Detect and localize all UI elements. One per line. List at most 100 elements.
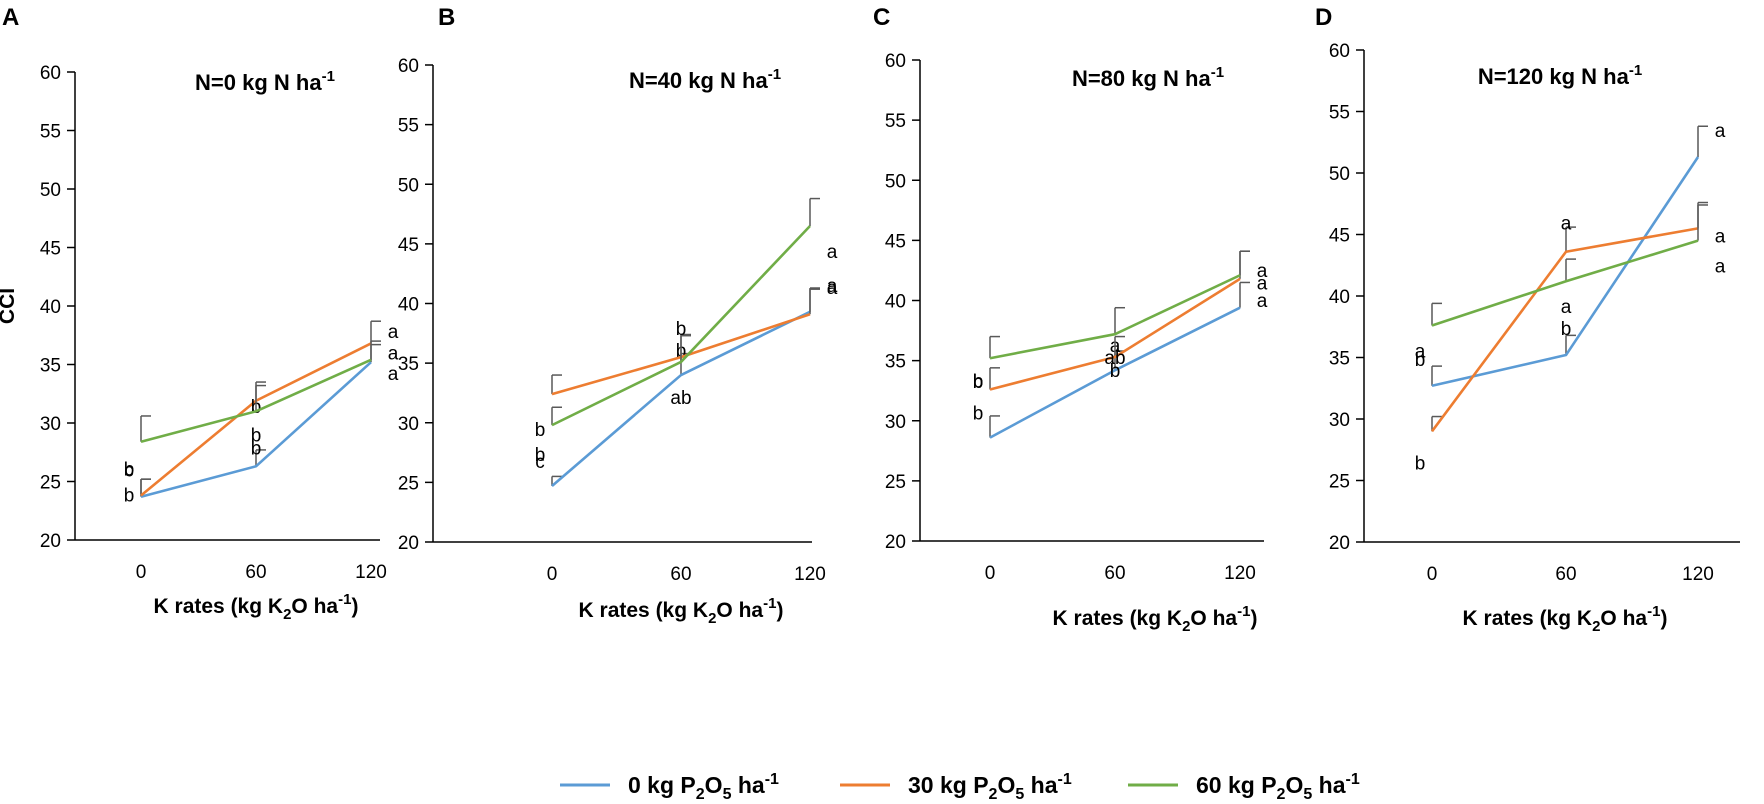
- panel-d-letter-0p-120: a: [1715, 121, 1726, 142]
- panel-c-line-60p: [989, 274, 1241, 360]
- panel-c-errorbar-30p-60: [1114, 335, 1125, 358]
- panel-c-x-label: K rates (kg K2O ha-1): [1053, 603, 1258, 635]
- legend-label-0p: 0 kg P2O5 ha-1: [628, 771, 779, 803]
- panel-d-ytick-55: 55: [1329, 103, 1350, 124]
- panel-a-errorbar-60p-0: [140, 415, 151, 442]
- panel-a: A N=0 kg N ha-1 20 25 30 35 40 45 50 55 60 0 60 120 K …: [0, 4, 399, 623]
- panels: A N=0 kg N ha-1 20 25 30 35 40 45 50 55 60 0 60 120 K …: [0, 4, 1740, 635]
- panel-b-ytick-60: 60: [398, 56, 419, 77]
- panel-d-letter-30p-60: a: [1561, 214, 1572, 235]
- panel-a-errorbar-60p-120: [370, 340, 381, 360]
- legend: 0 kg P2O5 ha-1 30 kg P2O5 ha-1 60 kg P2O…: [560, 771, 1360, 803]
- panel-b-x-label: K rates (kg K2O ha-1): [579, 595, 784, 627]
- panel-b-letter: B: [438, 4, 455, 31]
- panel-d-errorbar-30p-0: [1431, 415, 1442, 432]
- panel-d-letter-30p-0: b: [1415, 453, 1426, 474]
- panel-d-xtick-120: 120: [1682, 564, 1714, 585]
- panel-c-ytick-60: 60: [885, 51, 906, 72]
- panel-a-ytick-25: 25: [40, 473, 61, 494]
- legend-item-30p: 30 kg P2O5 ha-1: [840, 771, 1072, 803]
- panel-b-ytick-55: 55: [398, 116, 419, 137]
- panel-d-errorbar-0p-120: [1697, 125, 1708, 158]
- panel-a-y-label: CCI: [0, 288, 19, 324]
- panel-c-errorbar-60p-0: [989, 335, 1000, 359]
- panel-b-letter-0p-0: c: [535, 452, 545, 473]
- panel-a-letter-30p-0: b: [124, 486, 135, 507]
- panel-a-errorbar-0p-60: [255, 449, 266, 467]
- panel-d-ytick-40: 40: [1329, 287, 1350, 308]
- panel-c-letter-60p-120: a: [1257, 291, 1268, 312]
- panel-d: D N=120 kg N ha-1 20 25 30 35 40 45 50 55 60 0 60 120…: [1315, 4, 1740, 635]
- panel-a-xtick-60: 60: [245, 562, 266, 583]
- panel-a-ytick-20: 20: [40, 531, 61, 552]
- panel-d-letter-0p-60: b: [1561, 319, 1572, 340]
- panel-c-errorbar-0p-0: [989, 415, 1000, 438]
- panel-a-letter-0p-60: b: [251, 438, 262, 459]
- panel-d-errorbar-60p-0: [1431, 302, 1442, 326]
- panel-a-title: N=0 kg N ha-1: [195, 68, 335, 95]
- panel-c-letter-0p-0: b: [973, 404, 984, 425]
- panel-b-errorbar-30p-120: [809, 288, 820, 315]
- panel-d-ytick-20: 20: [1329, 533, 1350, 554]
- panel-d-xtick-60: 60: [1555, 564, 1576, 585]
- panel-c-ytick-55: 55: [885, 111, 906, 132]
- panel-b-ytick-25: 25: [398, 473, 419, 494]
- panel-a-ytick-55: 55: [40, 122, 61, 143]
- panel-b-letter-60p-120: a: [827, 242, 838, 263]
- panel-b-ytick-40: 40: [398, 295, 419, 316]
- panel-c-letter-30p-120: a: [1257, 261, 1268, 282]
- panel-c-errorbar-0p-120: [1239, 281, 1250, 308]
- panel-b-errorbar-0p-120: [809, 287, 820, 312]
- panel-a-errorbar-0p-120: [370, 343, 381, 363]
- panel-c-errorbar-60p-60: [1114, 306, 1125, 335]
- panel-c-ytick-30: 30: [885, 412, 906, 433]
- panel-b-xtick-0: 0: [547, 564, 558, 585]
- panel-b-letter-30p-0: b: [535, 420, 546, 441]
- panel-b-ytick-45: 45: [398, 235, 419, 256]
- panel-a-letter-60p-120: a: [388, 364, 399, 385]
- panel-c-title: N=80 kg N ha-1: [1072, 64, 1224, 91]
- panel-a-line-0p: [140, 361, 372, 498]
- panel-b-ytick-50: 50: [398, 175, 419, 196]
- panel-d-errorbar-30p-120: [1697, 201, 1708, 229]
- panel-b: B N=40 kg N ha-1 20 25 30 35 40 45 50 55 60 0 60 120 K…: [398, 4, 838, 627]
- panel-d-letter-60p-0: a: [1415, 342, 1426, 363]
- panel-c-letter-60p-60: ab: [1104, 348, 1125, 369]
- panel-c-letter-30p-60: b: [1110, 361, 1121, 382]
- panel-b-errorbar-30p-0: [551, 374, 562, 395]
- panel-d-errorbar-0p-60: [1565, 334, 1576, 356]
- panel-a-letter-0p-120: a: [388, 322, 399, 343]
- panel-d-line-60p: [1431, 239, 1699, 327]
- panel-a-ytick-35: 35: [40, 356, 61, 377]
- panel-d-ytick-50: 50: [1329, 164, 1350, 185]
- panel-d-errorbar-30p-60: [1565, 226, 1576, 252]
- panel-b-line-0p: [551, 310, 811, 487]
- panel-c-ytick-25: 25: [885, 472, 906, 493]
- panel-d-letter-30p-120: a: [1715, 226, 1726, 247]
- panel-c-ytick-35: 35: [885, 352, 906, 373]
- panel-d-letter: D: [1315, 4, 1332, 31]
- panel-c-letter-60p-0: b: [973, 372, 984, 393]
- panel-c-xtick-0: 0: [985, 563, 996, 584]
- panel-b-letter-60p-0: b: [535, 445, 546, 466]
- panel-b-ytick-30: 30: [398, 414, 419, 435]
- panel-a-ytick-40: 40: [40, 297, 61, 318]
- panel-b-letter-0p-120: a: [827, 278, 838, 299]
- legend-label-60p: 60 kg P2O5 ha-1: [1196, 771, 1360, 803]
- panel-b-letter-60p-60: ab: [670, 388, 691, 409]
- panel-a-xtick-0: 0: [136, 562, 147, 583]
- panel-a-letter: A: [2, 4, 19, 31]
- panel-a-errorbar-30p-120: [370, 320, 381, 344]
- panel-d-ytick-25: 25: [1329, 472, 1350, 493]
- panel-a-ytick-50: 50: [40, 180, 61, 201]
- panel-c-letter: C: [873, 4, 890, 31]
- panel-c: C N=80 kg N ha-1 20 25 30 35 40 45 50 55 60 0 60 120 K…: [873, 4, 1268, 635]
- panel-a-line-30p: [140, 342, 372, 497]
- panel-a-letter-0p-0: c: [124, 461, 134, 482]
- panel-d-letter-60p-60: a: [1561, 297, 1572, 318]
- panel-c-ytick-40: 40: [885, 292, 906, 313]
- panel-c-ytick-20: 20: [885, 532, 906, 553]
- panel-c-errorbar-30p-120: [1239, 250, 1250, 279]
- panel-c-ytick-50: 50: [885, 171, 906, 192]
